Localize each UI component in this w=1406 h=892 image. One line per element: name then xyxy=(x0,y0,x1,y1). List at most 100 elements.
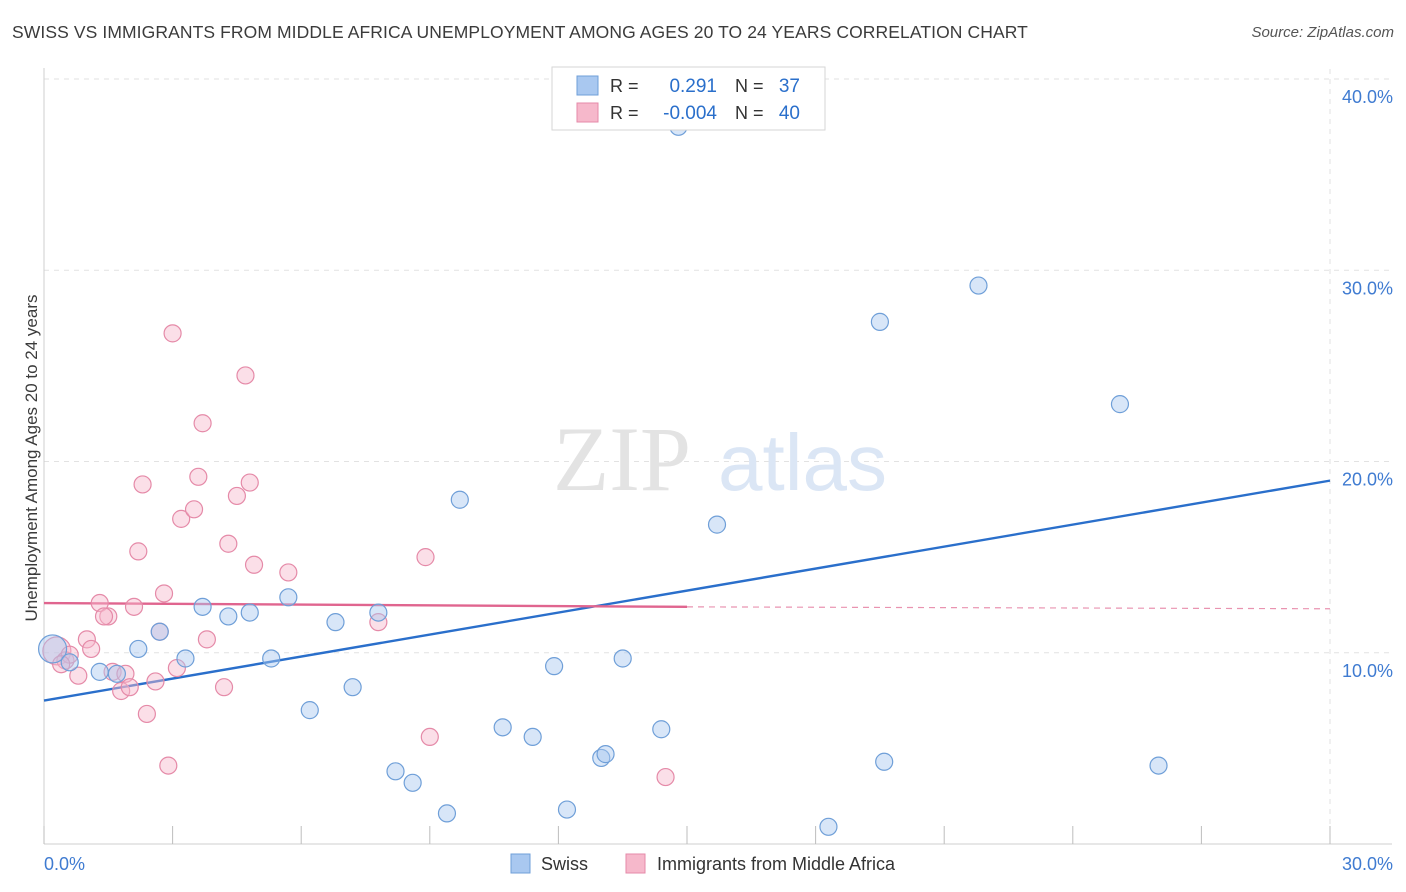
point-swiss xyxy=(219,607,238,626)
trend-line-swiss xyxy=(43,479,1331,702)
point-immigrants xyxy=(133,475,152,494)
legend-r-value-swiss: 0.291 xyxy=(669,76,717,97)
point-swiss xyxy=(1149,756,1168,775)
legend-n-label-immigrants: N = xyxy=(735,103,764,123)
point-immigrants xyxy=(137,704,156,724)
source-label: Source: ZipAtlas.com xyxy=(1251,24,1394,41)
point-swiss xyxy=(875,752,894,771)
point-swiss xyxy=(386,762,405,781)
bottom-legend-label-immigrants: Immigrants from Middle Africa xyxy=(657,854,896,874)
point-immigrants xyxy=(369,613,388,632)
point-swiss xyxy=(279,588,298,607)
y-tick-labels: 10.0% 20.0% 30.0% 40.0% xyxy=(1342,87,1393,681)
point-swiss xyxy=(262,649,281,668)
y-tick-label: 10.0% xyxy=(1342,661,1393,681)
point-swiss xyxy=(596,745,615,764)
point-immigrants xyxy=(656,767,675,787)
point-swiss xyxy=(557,800,577,819)
legend-n-value-swiss: 37 xyxy=(779,76,800,97)
point-swiss xyxy=(369,603,388,622)
y-tick-label: 40.0% xyxy=(1342,87,1393,107)
chart-title: SWISS VS IMMIGRANTS FROM MIDDLE AFRICA U… xyxy=(12,22,1028,42)
point-swiss xyxy=(819,817,838,836)
point-immigrants xyxy=(236,366,255,385)
bottom-legend-swatch-immigrants xyxy=(625,853,646,874)
point-immigrants xyxy=(244,555,264,574)
point-immigrants xyxy=(189,467,208,486)
x-tick-labels: 0.0% 30.0% xyxy=(44,854,1393,874)
point-swiss xyxy=(129,639,148,659)
legend-n-label-swiss: N = xyxy=(735,76,764,96)
point-immigrants xyxy=(112,681,131,701)
legend-r-value-immigrants: -0.004 xyxy=(663,103,717,124)
point-swiss xyxy=(403,773,422,792)
point-swiss xyxy=(107,664,126,683)
point-immigrants xyxy=(214,678,234,697)
point-swiss xyxy=(652,720,671,739)
point-immigrants xyxy=(172,509,191,528)
point-swiss xyxy=(450,490,469,509)
point-swiss xyxy=(326,613,345,632)
point-swiss xyxy=(176,649,195,668)
point-immigrants xyxy=(279,563,298,582)
point-immigrants xyxy=(90,593,109,613)
trend-line-immigrants xyxy=(43,601,688,609)
correlation-legend: R = 0.291 N = 37 R = -0.004 N = 40 xyxy=(551,66,826,131)
legend-r-label-swiss: R = xyxy=(610,76,639,96)
point-swiss xyxy=(240,603,259,622)
trend-lines xyxy=(43,479,1331,702)
x-tick-label: 0.0% xyxy=(44,854,85,874)
watermark: ZIP atlas xyxy=(553,408,887,510)
y-tick-label: 30.0% xyxy=(1342,278,1393,298)
point-immigrants xyxy=(82,639,101,659)
data-points xyxy=(37,69,1168,836)
point-swiss xyxy=(1110,395,1130,414)
point-immigrants xyxy=(420,727,439,747)
point-swiss xyxy=(193,597,212,616)
point-immigrants xyxy=(154,584,174,603)
point-swiss xyxy=(343,678,362,697)
point-immigrants xyxy=(416,548,435,567)
point-swiss xyxy=(60,653,79,672)
point-immigrants xyxy=(197,630,216,649)
point-immigrants xyxy=(240,473,259,492)
series-legend: Swiss Immigrants from Middle Africa xyxy=(510,853,896,874)
point-swiss xyxy=(437,804,457,823)
legend-r-label-immigrants: R = xyxy=(610,103,639,123)
point-swiss xyxy=(300,701,319,720)
grid-lines xyxy=(44,69,1392,844)
point-swiss xyxy=(37,634,68,664)
trend-line-dashed-immigrants xyxy=(686,606,1331,610)
point-swiss xyxy=(707,515,727,534)
legend-swatch-immigrants xyxy=(576,102,599,123)
bottom-legend-swatch-swiss xyxy=(510,853,531,874)
bottom-legend-label-swiss: Swiss xyxy=(541,854,588,874)
point-swiss xyxy=(523,727,542,747)
point-swiss xyxy=(150,622,169,641)
point-immigrants xyxy=(227,486,246,506)
point-swiss xyxy=(493,718,512,737)
point-immigrants xyxy=(146,672,165,691)
point-immigrants xyxy=(184,500,204,519)
point-immigrants xyxy=(77,630,96,649)
point-swiss xyxy=(870,312,890,331)
watermark-atlas: atlas xyxy=(718,418,887,507)
axes xyxy=(43,68,1392,845)
point-immigrants xyxy=(94,607,114,626)
x-tick-label: 30.0% xyxy=(1342,854,1393,874)
point-swiss xyxy=(545,657,564,676)
y-tick-label: 20.0% xyxy=(1342,470,1393,490)
point-immigrants xyxy=(193,414,212,433)
point-swiss xyxy=(90,662,109,681)
y-axis-label: Unemployment Among Ages 20 to 24 years xyxy=(22,295,41,622)
watermark-zip: ZIP xyxy=(553,408,691,510)
point-immigrants xyxy=(99,607,118,626)
legend-swatch-swiss xyxy=(576,75,599,96)
point-swiss xyxy=(613,649,632,668)
point-immigrants xyxy=(120,678,139,697)
point-immigrants xyxy=(159,756,178,775)
point-immigrants xyxy=(124,597,144,616)
point-immigrants xyxy=(129,542,148,561)
point-swiss xyxy=(969,276,988,295)
